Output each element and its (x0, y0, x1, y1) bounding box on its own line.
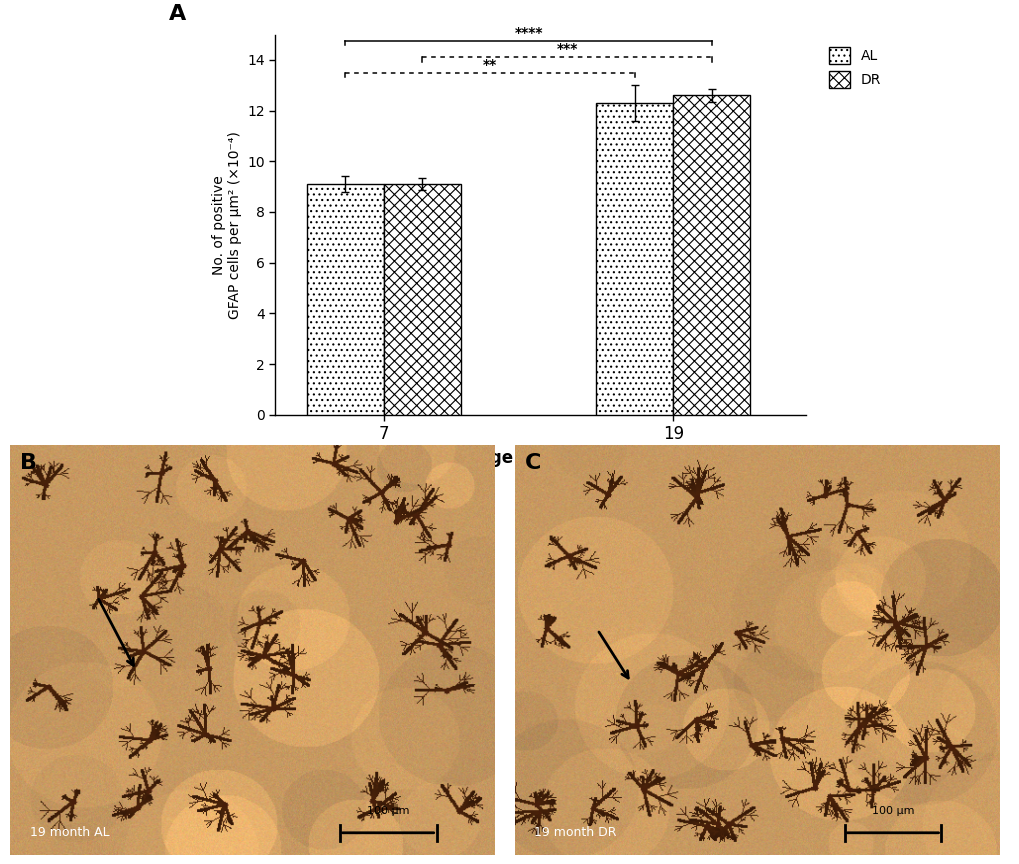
Text: **: ** (482, 58, 496, 72)
Text: 19 month AL: 19 month AL (30, 826, 109, 839)
Text: 100 μm: 100 μm (871, 806, 913, 816)
Text: ****: **** (514, 26, 542, 40)
Y-axis label: No. of positive
GFAP cells per μm² (×10⁻⁴): No. of positive GFAP cells per μm² (×10⁻… (211, 130, 242, 319)
Bar (673, 95, 750, 415)
Text: B: B (20, 454, 37, 473)
Text: C: C (525, 454, 541, 473)
Bar (383, 184, 461, 415)
Text: 100 μm: 100 μm (367, 806, 409, 816)
Text: A: A (169, 4, 186, 24)
Bar (307, 184, 383, 415)
Text: ***: *** (556, 42, 577, 56)
Bar (595, 103, 673, 415)
Legend: AL, DR: AL, DR (822, 41, 886, 93)
Text: 19 month DR: 19 month DR (534, 826, 616, 839)
X-axis label: Age (months): Age (months) (477, 448, 603, 467)
